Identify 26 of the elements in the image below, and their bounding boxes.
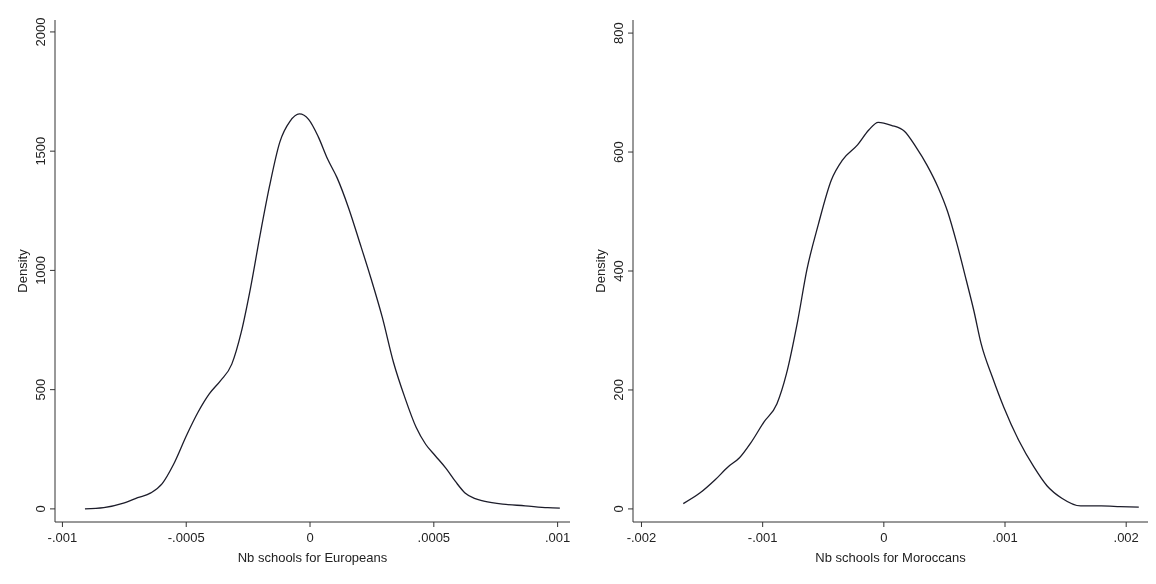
line-series (84, 113, 561, 510)
x-tick-label: -.002 (626, 530, 657, 545)
y-tick-label: 0 (611, 505, 626, 513)
x-tick-label: .002 (1113, 530, 1139, 545)
x-tick-label: -.001 (747, 530, 778, 545)
x-axis-title: Nb schools for Moroccans (815, 550, 967, 565)
y-tick-label: 1000 (33, 255, 48, 285)
x-tick-label: 0 (306, 530, 314, 545)
line-series (682, 121, 1140, 508)
y-tick-label: 1500 (33, 136, 48, 166)
x-axis-title: Nb schools for Europeans (237, 550, 388, 565)
y-tick-label: 2000 (33, 17, 48, 47)
y-tick-label: 500 (33, 378, 48, 401)
y-tick-label: 600 (611, 141, 626, 163)
x-tick-label: 0 (880, 530, 888, 545)
x-tick-label: -.001 (47, 530, 78, 545)
y-axis-title: Density (15, 248, 30, 293)
y-axis-title: Density (593, 248, 608, 293)
y-tick-label: 200 (611, 379, 626, 401)
x-tick-label: .001 (992, 530, 1018, 545)
y-tick-label: 800 (611, 22, 626, 44)
x-tick-label: -.0005 (167, 530, 205, 545)
x-tick-label: .0005 (417, 530, 451, 545)
y-tick-label: 0 (33, 505, 48, 513)
x-tick-label: .001 (544, 530, 571, 545)
y-tick-label: 400 (611, 260, 626, 282)
